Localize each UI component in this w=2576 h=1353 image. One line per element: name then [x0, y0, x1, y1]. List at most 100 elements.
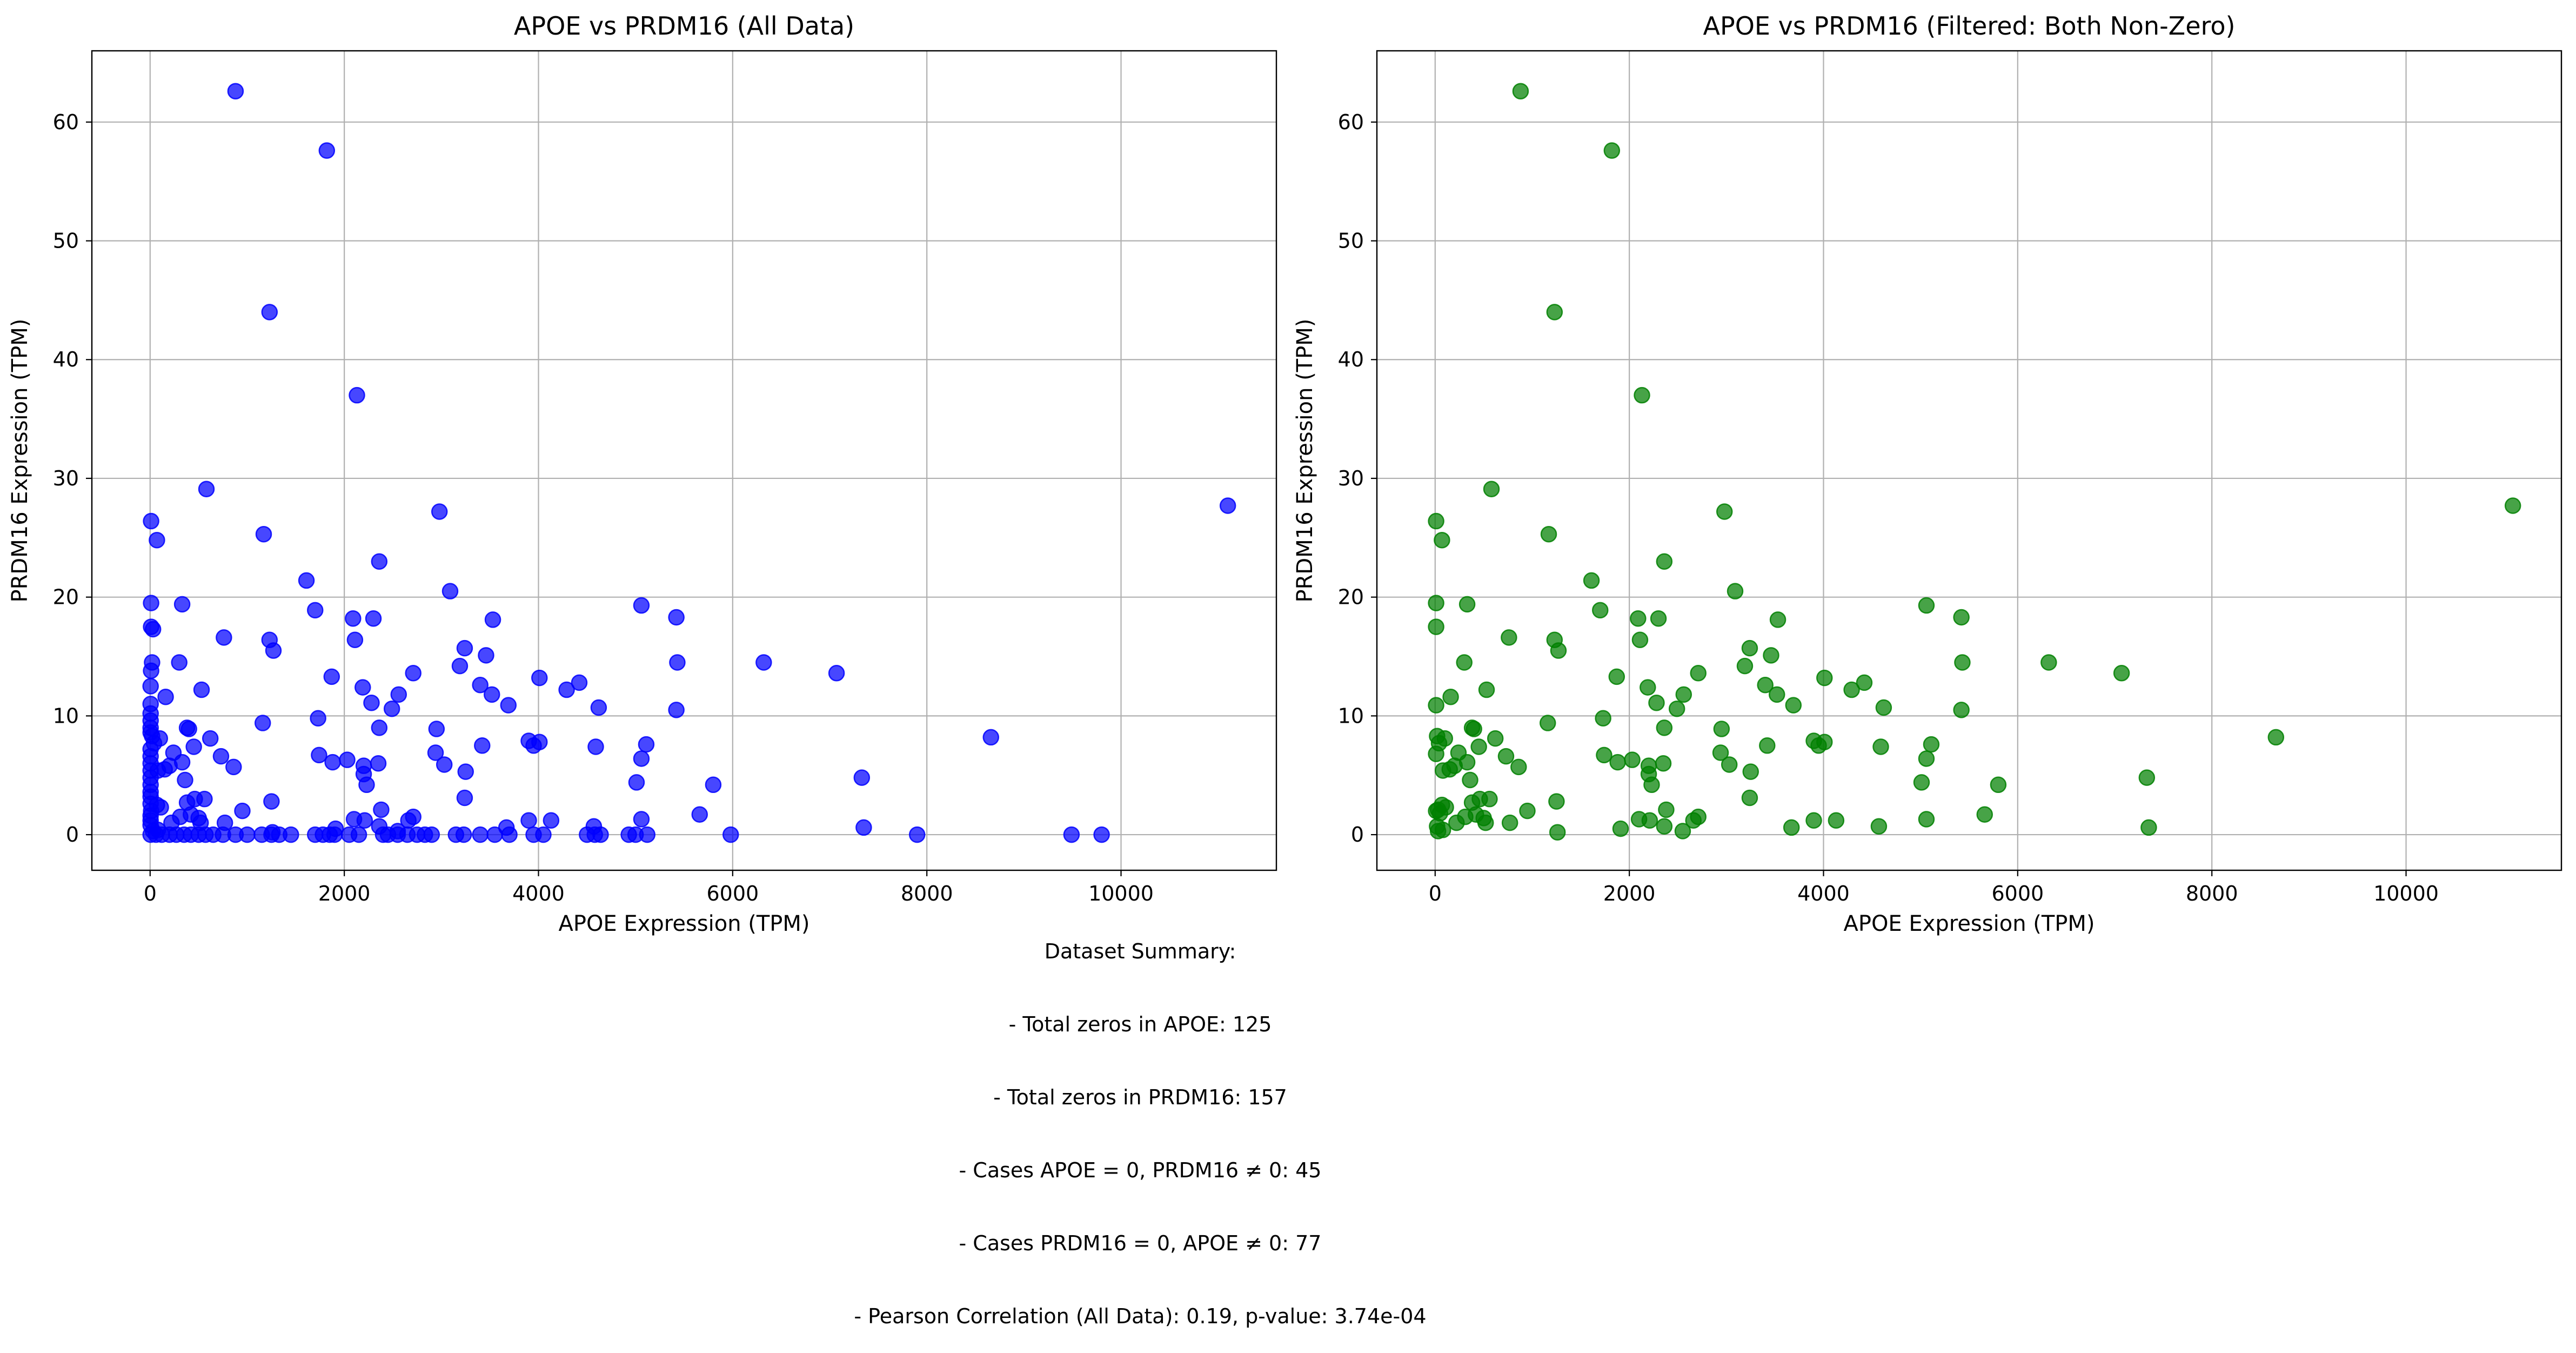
data-point — [1655, 755, 1672, 772]
data-point — [1428, 618, 1444, 635]
data-point — [283, 826, 299, 843]
data-point — [669, 654, 686, 671]
data-point — [1742, 763, 1759, 780]
data-point — [755, 654, 772, 671]
data-point — [436, 756, 453, 773]
data-point — [1442, 688, 1459, 705]
data-point — [2113, 665, 2130, 682]
data-point — [1757, 677, 1774, 694]
data-point — [390, 686, 407, 703]
data-point — [354, 679, 371, 696]
y-axis-label: PRDM16 Expression (TPM) — [8, 319, 32, 603]
data-point — [587, 738, 604, 755]
summary-heading: Dataset Summary: — [1044, 939, 1236, 963]
x-tick-label: 2000 — [1603, 882, 1656, 905]
data-point — [1656, 719, 1673, 736]
data-point — [633, 597, 650, 614]
data-point — [1816, 734, 1833, 750]
data-point — [142, 678, 159, 695]
y-axis-label: PRDM16 Expression (TPM) — [1293, 319, 1317, 603]
data-point — [1918, 750, 1935, 767]
data-point — [1483, 481, 1500, 497]
data-point — [1608, 668, 1625, 685]
data-point — [1462, 771, 1478, 789]
data-point — [1675, 686, 1692, 703]
data-point — [383, 700, 400, 717]
data-point — [1805, 812, 1822, 829]
data-point — [1470, 738, 1487, 755]
data-point — [982, 729, 1000, 746]
data-point — [212, 748, 230, 765]
data-point — [1612, 820, 1629, 837]
data-point — [324, 754, 341, 771]
x-tick-label: 0 — [144, 882, 157, 905]
data-point — [1481, 790, 1498, 808]
data-point — [1856, 674, 1873, 691]
data-point — [1448, 814, 1465, 831]
data-point — [356, 812, 373, 829]
data-point — [531, 734, 548, 750]
y-tick-label: 60 — [1338, 110, 1364, 134]
data-point — [2040, 654, 2057, 671]
data-point — [216, 629, 232, 646]
data-point — [1428, 512, 1444, 530]
data-point — [1519, 802, 1536, 819]
summary-line: - Pearson Correlation (All Data): 0.19, … — [854, 1304, 1427, 1328]
data-point — [1668, 700, 1685, 717]
data-point — [855, 819, 872, 836]
data-point — [571, 674, 588, 691]
data-point — [1768, 686, 1785, 703]
data-point — [1634, 386, 1650, 404]
data-point — [590, 699, 607, 716]
chart-title: APOE vs PRDM16 (Filtered: Both Non-Zero) — [1703, 11, 2236, 41]
data-point — [1487, 730, 1504, 747]
data-point — [255, 525, 272, 543]
data-point — [234, 802, 251, 819]
data-point — [1721, 756, 1738, 773]
data-point — [350, 826, 367, 843]
y-tick-label: 10 — [53, 704, 79, 728]
data-point — [1466, 721, 1482, 737]
data-point — [173, 596, 191, 613]
data-point — [1428, 745, 1444, 762]
data-point — [1428, 595, 1444, 611]
data-point — [484, 611, 501, 628]
x-tick-label: 6000 — [706, 882, 759, 905]
data-point — [483, 686, 500, 703]
data-point — [1990, 776, 2007, 794]
data-point — [171, 654, 188, 671]
data-point — [1630, 610, 1647, 627]
data-point — [370, 755, 387, 772]
data-point — [144, 621, 162, 638]
x-tick-label: 10000 — [1088, 882, 1154, 905]
data-point — [486, 826, 503, 843]
axes-frame — [91, 50, 1277, 871]
data-point — [474, 737, 491, 754]
data-point — [371, 719, 388, 736]
data-point — [1640, 679, 1656, 696]
y-tick-label: 20 — [53, 585, 79, 609]
data-point — [318, 142, 336, 159]
data-point — [1685, 812, 1702, 829]
x-tick-label: 10000 — [2373, 882, 2439, 905]
data-point — [1540, 525, 1557, 543]
data-point — [405, 665, 421, 682]
data-point — [1609, 754, 1626, 771]
data-point — [365, 610, 382, 627]
y-tick-label: 10 — [1338, 704, 1364, 728]
summary-line: - Cases PRDM16 = 0, APOE ≠ 0: 77 — [959, 1231, 1322, 1255]
y-tick-label: 50 — [53, 229, 79, 253]
data-point — [1512, 83, 1529, 99]
data-point — [261, 304, 278, 321]
data-point — [1872, 738, 1889, 755]
data-point — [531, 669, 548, 687]
chart-panel-1: 0 2000 4000 6000 8000 10000 0 10 20 30 40 50 60 APOE … — [8, 11, 1277, 936]
data-point — [908, 826, 926, 843]
data-point — [1641, 812, 1658, 829]
data-point — [225, 758, 242, 776]
data-point — [455, 826, 472, 843]
data-point — [193, 681, 210, 698]
data-point — [722, 826, 739, 843]
data-point — [1501, 814, 1518, 831]
data-point — [1759, 737, 1776, 754]
